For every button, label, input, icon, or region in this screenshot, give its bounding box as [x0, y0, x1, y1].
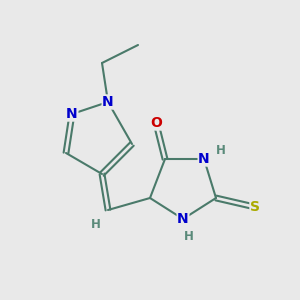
Text: O: O	[150, 116, 162, 130]
Text: H: H	[91, 218, 101, 232]
Text: N: N	[177, 212, 189, 226]
Text: N: N	[102, 95, 114, 109]
Text: N: N	[66, 107, 78, 121]
Text: S: S	[250, 200, 260, 214]
Text: H: H	[184, 230, 194, 244]
Text: N: N	[198, 152, 210, 166]
Text: H: H	[216, 143, 225, 157]
